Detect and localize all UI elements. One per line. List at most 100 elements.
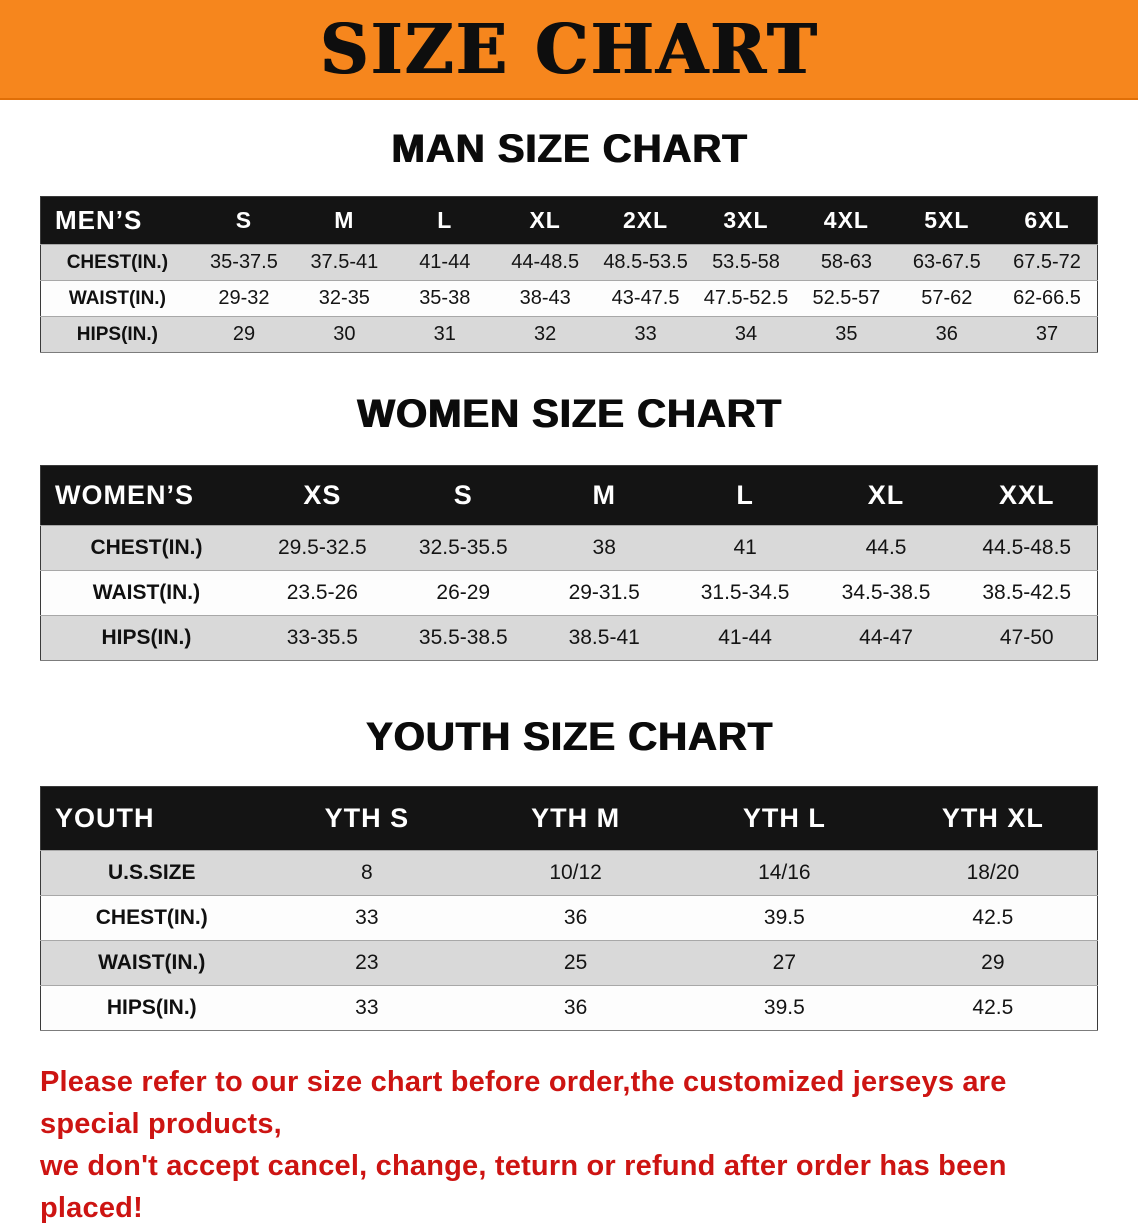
size-column-header: YTH XL xyxy=(888,786,1098,851)
size-header-row: YOUTH YTH S YTH M YTH L YTH XL xyxy=(40,786,1098,851)
measurement-label: WAIST(IN.) xyxy=(68,287,166,309)
size-value: 47.5-52.5 xyxy=(703,287,789,309)
men-size-table: MEN’S S M L XL 2XL 3XL 4XL 5XL 6XL CHEST(IN.) 35-37… xyxy=(40,196,1098,353)
size-value: 32.5-35.5 xyxy=(418,536,508,559)
size-value: 47-50 xyxy=(999,626,1054,649)
size-value: 42.5 xyxy=(972,906,1014,929)
size-chart-banner: SIZE CHART xyxy=(0,0,1138,100)
size-value: 33 xyxy=(355,906,379,929)
measurement-label: HIPS(IN.) xyxy=(76,323,159,345)
measurement-row: U.S.SIZE 8 10/12 14/16 18/20 xyxy=(40,850,1098,896)
size-value: 42.5 xyxy=(972,996,1014,1019)
size-value: 32-35 xyxy=(318,287,370,309)
size-column-header: XS xyxy=(251,465,393,526)
measurement-row: CHEST(IN.) 29.5-32.5 32.5-35.5 38 41 44.5 44.5… xyxy=(40,525,1098,571)
size-value: 39.5 xyxy=(763,906,805,929)
measurement-row: CHEST(IN.) 35-37.5 37.5-41 41-44 44-48.5 48.5… xyxy=(40,244,1098,281)
size-value: 35-38 xyxy=(419,287,471,309)
size-header-row: MEN’S S M L XL 2XL 3XL 4XL 5XL 6XL xyxy=(40,196,1098,245)
size-column-header: YTH S xyxy=(262,786,472,851)
size-value: 34 xyxy=(734,323,758,345)
size-value: 36 xyxy=(563,996,588,1019)
table-title-cell: MEN’S xyxy=(40,196,194,245)
size-value: 37 xyxy=(1035,323,1059,345)
banner-title: SIZE CHART xyxy=(319,8,819,90)
size-value: 35.5-38.5 xyxy=(418,626,508,649)
youth-size-table: YOUTH YTH S YTH M YTH L YTH XL U.S.SIZE 8 10/12… xyxy=(40,786,1098,1031)
disclaimer-line-1: Please refer to our size chart before or… xyxy=(40,1066,1007,1141)
size-column-header: L xyxy=(674,465,816,526)
size-value: 63-67.5 xyxy=(912,251,981,273)
size-column-header: 4XL xyxy=(796,196,897,245)
size-value: 8 xyxy=(361,861,373,884)
size-column-header: XL xyxy=(494,196,596,245)
size-value: 33 xyxy=(634,323,657,345)
women-size-section: WOMEN SIZE CHART WOMEN’S XS S M L XL XXL CHEST(… xyxy=(0,393,1138,661)
size-column-header: YTH L xyxy=(679,786,889,851)
measurement-row: WAIST(IN.) 23 25 27 29 xyxy=(40,940,1098,986)
size-value: 41 xyxy=(733,536,757,559)
size-value: 30 xyxy=(333,323,356,345)
size-value: 53.5-58 xyxy=(712,251,780,273)
youth-section-heading: YOUTH SIZE CHART xyxy=(365,715,773,759)
size-value: 33-35.5 xyxy=(286,626,358,649)
size-value: 35 xyxy=(835,323,858,345)
disclaimer-note: Please refer to our size chart before or… xyxy=(40,1061,1100,1229)
size-value: 29 xyxy=(981,951,1005,974)
size-value: 41-44 xyxy=(419,251,471,273)
measurement-label: CHEST(IN.) xyxy=(95,906,208,929)
size-value: 10/12 xyxy=(549,861,602,884)
size-value: 58-63 xyxy=(820,251,872,273)
size-column-header: M xyxy=(294,196,395,245)
measurement-row: WAIST(IN.) 29-32 32-35 35-38 38-43 43-47.5 47.… xyxy=(40,280,1098,317)
size-value: 33 xyxy=(355,996,379,1019)
measurement-row: WAIST(IN.) 23.5-26 26-29 29-31.5 31.5-34.5 34… xyxy=(40,570,1098,616)
measurement-row: HIPS(IN.) 33 36 39.5 42.5 xyxy=(40,985,1098,1031)
size-value: 41-44 xyxy=(718,626,772,649)
size-value: 48.5-53.5 xyxy=(603,251,688,273)
size-column-header: L xyxy=(394,196,495,245)
size-value: 34.5-38.5 xyxy=(841,581,931,604)
size-value: 25 xyxy=(563,951,588,974)
measurement-row: CHEST(IN.) 33 36 39.5 42.5 xyxy=(40,895,1098,941)
size-value: 62-66.5 xyxy=(1013,287,1081,309)
size-value: 35-37.5 xyxy=(210,251,278,273)
size-column-header: M xyxy=(533,465,675,526)
size-value: 38.5-41 xyxy=(568,626,640,649)
size-value: 27 xyxy=(772,951,797,974)
men-size-section: MAN SIZE CHART MEN’S S M L XL 2XL 3XL 4XL 5XL 6XL… xyxy=(0,128,1138,353)
measurement-label: U.S.SIZE xyxy=(107,861,196,884)
size-column-header: YTH M xyxy=(471,786,680,851)
measurement-label: WAIST(IN.) xyxy=(92,581,201,604)
size-value: 52.5-57 xyxy=(812,287,881,309)
size-value: 38.5-42.5 xyxy=(982,581,1072,604)
size-value: 29-31.5 xyxy=(568,581,640,604)
table-title-cell: YOUTH xyxy=(40,786,263,851)
women-section-heading: WOMEN SIZE CHART xyxy=(356,392,782,436)
size-value: 67.5-72 xyxy=(1013,251,1081,273)
table-title-cell: WOMEN’S xyxy=(40,465,252,526)
size-column-header: 2XL xyxy=(595,196,696,245)
size-value: 23.5-26 xyxy=(286,581,358,604)
measurement-label: HIPS(IN.) xyxy=(101,626,192,649)
size-column-header: 3XL xyxy=(695,196,797,245)
youth-size-section: YOUTH SIZE CHART YOUTH YTH S YTH M YTH L YTH… xyxy=(0,716,1138,1031)
size-value: 32 xyxy=(534,323,557,345)
size-value: 38-43 xyxy=(519,287,571,309)
size-value: 29 xyxy=(232,323,256,345)
men-section-heading: MAN SIZE CHART xyxy=(390,127,748,171)
measurement-row: HIPS(IN.) 29 30 31 32 33 34 35 36 37 xyxy=(40,316,1098,353)
measurement-row: HIPS(IN.) 33-35.5 35.5-38.5 38.5-41 41-44 44-… xyxy=(40,615,1098,661)
size-column-header: XL xyxy=(815,465,957,526)
size-column-header: 6XL xyxy=(997,196,1098,245)
size-value: 38 xyxy=(592,536,616,559)
size-column-header: 5XL xyxy=(896,196,997,245)
size-value: 43-47.5 xyxy=(611,287,680,309)
size-value: 23 xyxy=(355,951,379,974)
size-value: 18/20 xyxy=(966,861,1020,884)
size-value: 36 xyxy=(935,323,958,345)
size-column-header: S xyxy=(193,196,295,245)
size-column-header: S xyxy=(392,465,534,526)
measurement-label: CHEST(IN.) xyxy=(90,536,203,559)
size-value: 36 xyxy=(563,906,588,929)
